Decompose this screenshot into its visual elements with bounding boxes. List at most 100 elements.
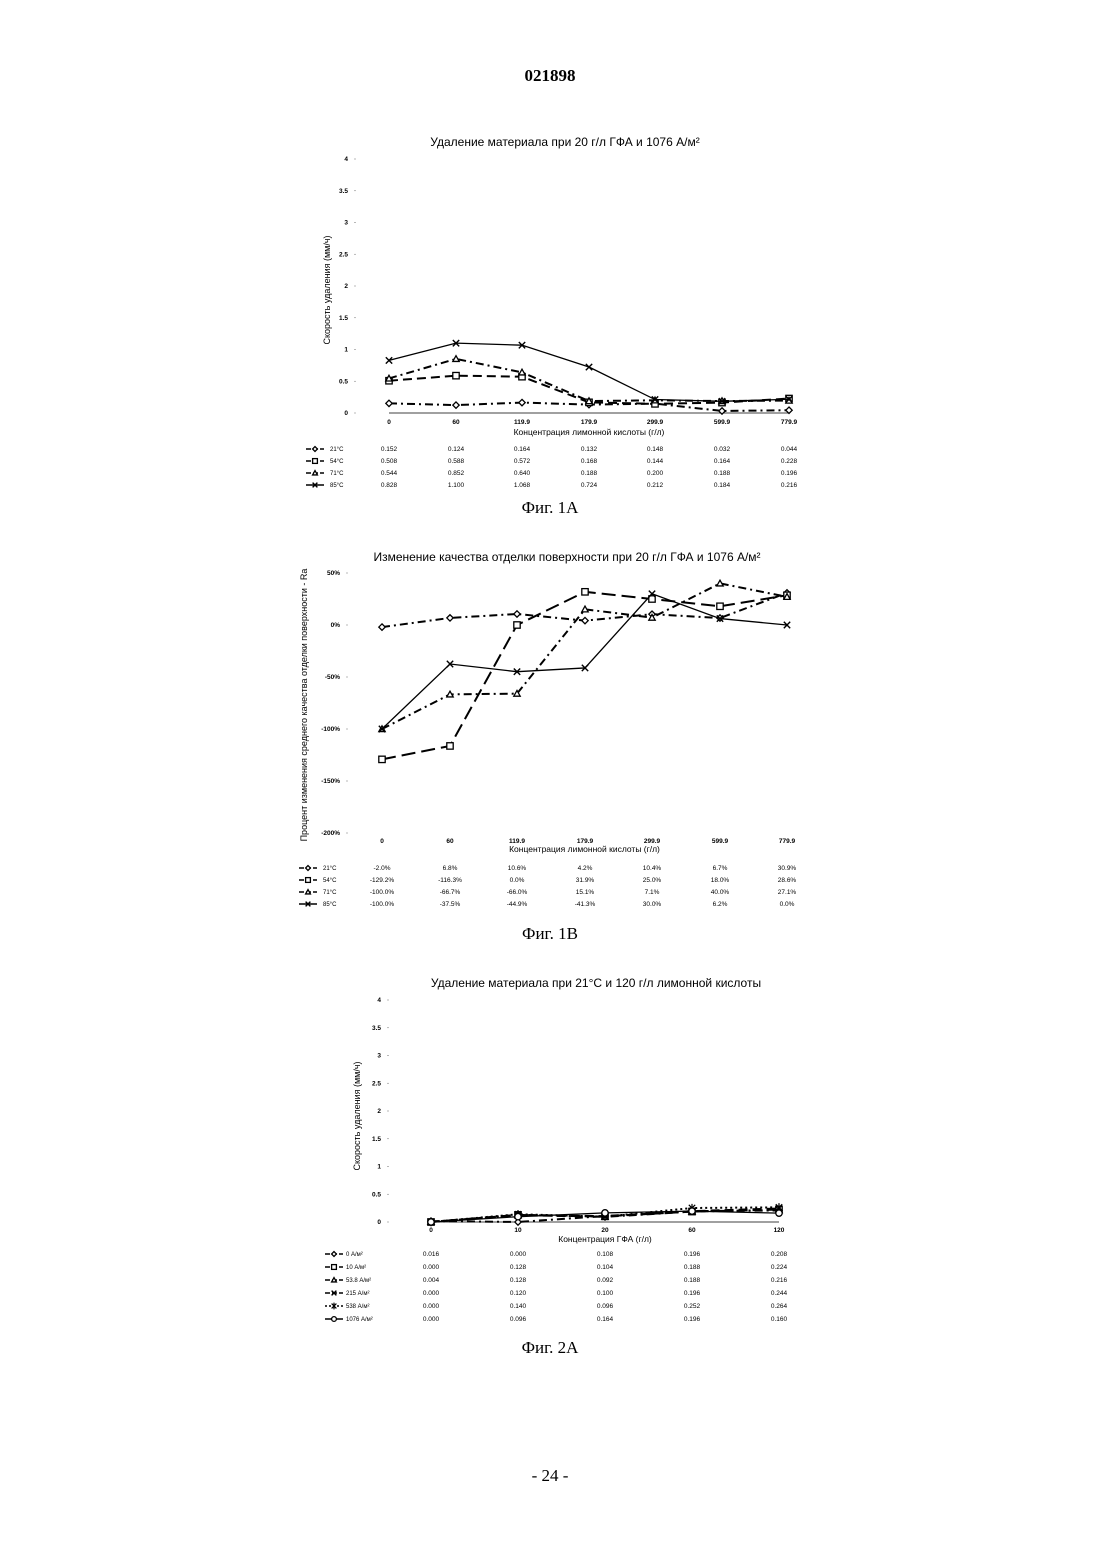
data-point [652,397,658,403]
y-tick-label: -100% [321,726,340,733]
data-point [379,726,385,732]
y-tick-label: 4 [344,156,348,163]
y-axis-label: Скорость удаления (мм/ч) [352,1061,362,1170]
legend-label: 1076 А/м² [346,1317,373,1323]
y-tick-label: 3.5 [339,188,348,195]
data-point [514,690,520,696]
data-point [776,1207,782,1213]
table-cell: 0.252 [684,1303,701,1310]
table-cell: 0.216 [771,1277,788,1284]
figure-caption-1a: Фиг. 1A [0,498,1100,518]
table-cell: 0.228 [781,458,798,465]
data-point [786,396,792,402]
y-tick-label: 3 [344,220,348,227]
legend-label: 538 А/м² [346,1304,369,1310]
data-point [689,1208,695,1214]
table-cell: 0.144 [647,458,664,465]
data-point [689,1208,695,1214]
y-tick-label: 1.5 [372,1136,381,1143]
table-cell: 0.032 [714,446,731,453]
data-point [784,594,790,600]
data-point [586,401,592,407]
x-tick-label: 299.9 [644,838,661,845]
table-cell: 0.188 [714,470,731,477]
table-cell: 1.100 [448,482,465,489]
series-line [389,376,789,404]
x-tick-label: 0 [429,1227,433,1234]
table-cell: 0.132 [581,446,598,453]
table-cell: 0.828 [381,482,398,489]
legend-marker [306,878,311,883]
table-cell: 30.9% [778,865,797,872]
series-line [389,359,789,401]
data-point [649,596,655,602]
y-tick-label: 1.5 [339,315,348,322]
table-cell: 0.104 [597,1264,614,1271]
series-3 [379,580,790,731]
series-line [382,594,787,729]
table-cell: 0.000 [423,1290,440,1297]
x-tick-label: 10 [514,1227,522,1234]
table-cell: 0.000 [510,1251,527,1258]
table-cell: 0.188 [581,470,598,477]
legend-label: 21°C [323,866,337,872]
series-line [431,1210,779,1222]
series-line [389,403,789,411]
data-point [515,1212,521,1218]
y-axis-label: Процент изменения среднего качества отде… [299,569,309,842]
data-point [386,357,392,363]
table-cell: 0.096 [510,1316,527,1323]
table-cell: 27.1% [778,889,797,896]
data-point [386,400,392,406]
data-point [514,611,520,617]
legend-label: 71°C [330,471,344,477]
table-cell: 6.7% [713,865,728,872]
x-axis-label: Концентрация лимонной кислоты (г/л) [514,427,665,437]
legend-marker [332,1265,337,1270]
table-cell: 0.572 [514,458,531,465]
table-cell: 0.000 [423,1316,440,1323]
data-point [689,1208,695,1214]
data-point [717,603,723,609]
table-cell: -2.0% [374,865,391,872]
series-1 [386,399,792,414]
data-point [386,378,392,384]
table-cell: 28.6% [778,877,797,884]
table-cell: 40.0% [711,889,730,896]
legend-marker [306,890,311,894]
x-tick-label: 179.9 [577,838,594,845]
table-cell: 0.100 [597,1290,614,1297]
data-point [784,592,790,598]
data-point [515,1213,521,1219]
y-tick-label: -150% [321,778,340,785]
y-tick-label: 2 [344,283,348,290]
y-tick-label: 0% [331,622,341,629]
legend-marker [313,471,318,475]
series-line [382,592,787,760]
data-point [649,591,655,597]
y-tick-label: 0.5 [339,378,348,385]
legend-label: 71°C [323,890,337,896]
data-point [652,401,658,407]
table-cell: 0.044 [781,446,798,453]
legend-marker [306,902,311,907]
data-point [719,408,725,414]
table-cell: 4.2% [578,865,593,872]
y-tick-label: -200% [321,830,340,837]
data-point [784,590,790,596]
series-5 [428,1203,782,1226]
table-cell: 0.212 [647,482,664,489]
data-point [515,1212,521,1218]
data-point [717,615,723,621]
series-3 [386,356,792,404]
table-cell: 31.9% [576,877,595,884]
x-tick-label: 119.9 [514,419,530,426]
data-point [719,398,725,404]
series-line [431,1210,779,1222]
legend-marker [306,866,311,871]
data-point [689,1204,695,1212]
x-tick-label: 599.9 [714,419,731,426]
legend-label: 85°C [323,902,337,908]
series-line [382,583,787,729]
data-point [515,1212,521,1218]
